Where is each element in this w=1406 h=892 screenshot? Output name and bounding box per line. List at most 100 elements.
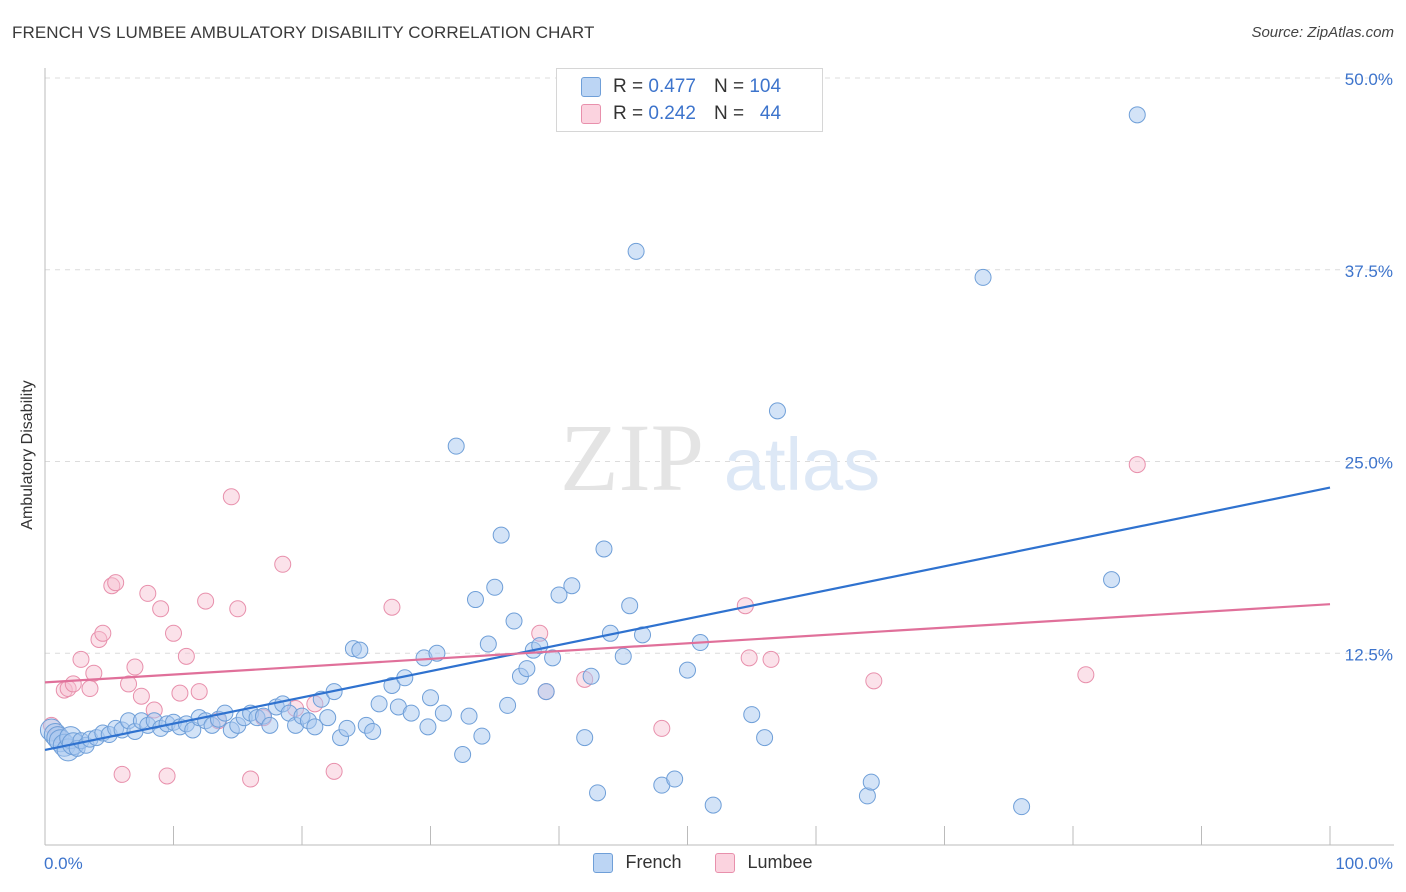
trend-lines	[44, 486, 1331, 751]
french-point	[614, 647, 632, 665]
legend-item-french[interactable]: French	[593, 852, 681, 873]
french-point	[434, 704, 452, 722]
lumbee-point	[171, 684, 189, 702]
lumbee-point	[158, 767, 176, 785]
lumbee-point	[126, 658, 144, 676]
lumbee-point	[139, 584, 157, 602]
watermark-zip: ZIP	[560, 404, 704, 511]
x-tick-label: 100.0%	[1335, 854, 1393, 873]
french-swatch	[581, 77, 601, 97]
french-point	[306, 718, 324, 736]
french-point	[1128, 106, 1146, 124]
watermark-atlas: atlas	[724, 423, 880, 506]
lumbee-point	[197, 592, 215, 610]
lumbee-point	[325, 762, 343, 780]
lumbee-point	[64, 675, 82, 693]
lumbee-point	[762, 650, 780, 668]
french-point	[402, 704, 420, 722]
french-point	[486, 578, 504, 596]
french-point	[479, 635, 497, 653]
french-point	[621, 597, 639, 615]
french-point	[756, 729, 774, 747]
legend-label-french: French	[625, 852, 682, 872]
french-point	[537, 683, 555, 701]
french-point	[422, 689, 439, 707]
french-point	[499, 696, 517, 714]
lumbee-point	[72, 650, 90, 668]
french-point	[627, 242, 645, 260]
french-point	[383, 676, 401, 694]
axes	[44, 68, 1394, 846]
lumbee-point	[81, 680, 99, 698]
french-point	[595, 540, 613, 558]
french-point	[582, 667, 600, 685]
r-value: 0.242	[648, 103, 696, 124]
lumbee-point	[152, 600, 170, 618]
lumbee-point	[94, 624, 112, 642]
french-point	[473, 727, 491, 745]
stats-row-french: R = 0.477 N = 104	[581, 75, 781, 99]
french-point	[550, 586, 568, 604]
r-value: 0.477	[648, 76, 696, 97]
lumbee-point	[1077, 666, 1095, 684]
lumbee-point	[120, 675, 138, 693]
lumbee-point	[113, 765, 131, 783]
french-point	[466, 591, 484, 609]
r-label: R =	[613, 76, 644, 97]
french-point	[589, 784, 607, 802]
french-point	[492, 526, 510, 544]
french-point	[454, 745, 472, 763]
legend-item-lumbee[interactable]: Lumbee	[715, 852, 813, 873]
french-point	[338, 719, 356, 737]
stats-legend: R = 0.477 N = 104 R = 0.242 N = 44	[556, 68, 823, 132]
french-point	[319, 709, 337, 727]
x-tick-label: 0.0%	[44, 854, 83, 873]
french-point	[1013, 798, 1031, 816]
source-label: Source: ZipAtlas.com	[1251, 24, 1394, 41]
french-point	[351, 641, 369, 659]
lumbee-point	[132, 687, 150, 705]
french-point	[768, 402, 786, 420]
lumbee-point	[222, 488, 240, 506]
series-legend: French Lumbee	[0, 852, 1406, 873]
lumbee-swatch	[715, 852, 736, 873]
french-point	[576, 729, 594, 747]
french-trend-line	[44, 486, 1331, 751]
lumbee-point	[242, 770, 260, 788]
french-point	[1103, 571, 1121, 589]
french-swatch	[593, 852, 614, 873]
french-point	[460, 707, 478, 725]
french-point	[419, 718, 437, 736]
french-point	[743, 706, 761, 724]
french-point	[447, 437, 465, 455]
french-point	[364, 722, 382, 740]
tick-labels: 12.5% 25.0% 37.5% 50.0% 0.0% 100.0%	[44, 70, 1393, 873]
y-tick-label: 12.5%	[1345, 645, 1393, 664]
y-tick-label: 50.0%	[1345, 70, 1393, 89]
n-value: 104	[749, 76, 782, 97]
lumbee-point	[165, 624, 182, 642]
lumbee-point	[740, 649, 758, 667]
n-label: N =	[713, 103, 745, 124]
french-point	[704, 796, 722, 814]
legend-label-lumbee: Lumbee	[747, 852, 813, 872]
y-tick-label: 37.5%	[1345, 262, 1393, 281]
lumbee-point	[107, 574, 125, 592]
stats-row-lumbee: R = 0.242 N = 44	[581, 102, 781, 126]
french-point	[862, 773, 880, 791]
n-value: 44	[759, 103, 782, 124]
french-point	[505, 612, 523, 630]
lumbee-point	[177, 647, 195, 665]
lumbee-point	[229, 600, 247, 618]
french-point	[666, 770, 684, 788]
french-point	[370, 695, 388, 713]
french-point	[974, 268, 992, 286]
french-point	[518, 660, 536, 678]
lumbee-swatch	[581, 104, 601, 124]
lumbee-point	[85, 664, 103, 682]
n-label: N =	[713, 76, 745, 97]
lumbee-point	[653, 719, 671, 737]
lumbee-point	[1128, 456, 1146, 474]
r-label: R =	[613, 103, 644, 124]
